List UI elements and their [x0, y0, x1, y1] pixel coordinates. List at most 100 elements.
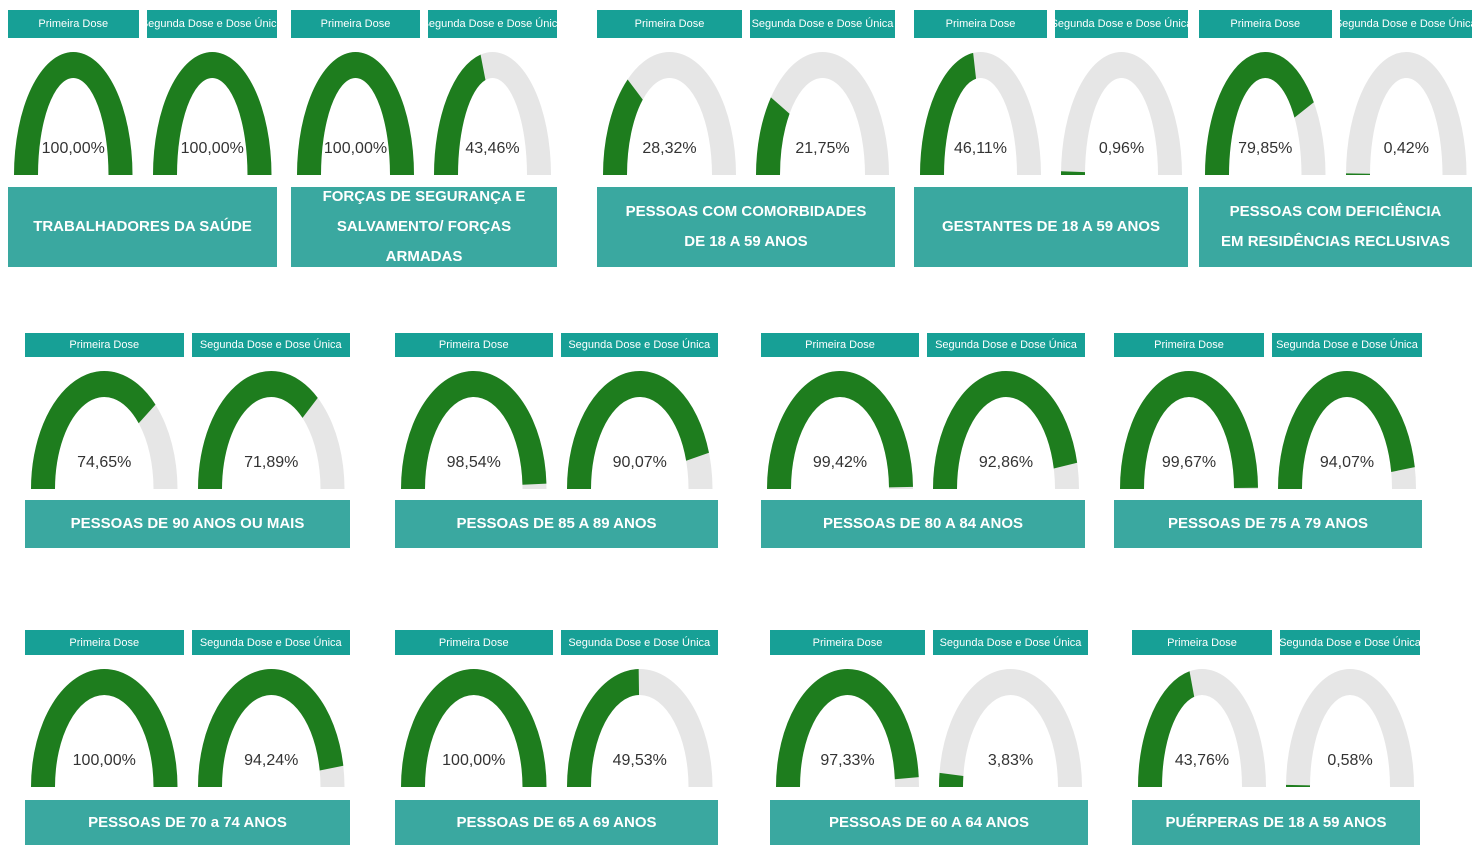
gauge-value	[1286, 784, 1311, 787]
gauge-value	[566, 370, 709, 489]
dose-header: Segunda Dose e Dose Única	[1339, 10, 1472, 38]
dose-header: Segunda Dose e Dose Única	[927, 333, 1085, 357]
dose-header: Primeira Dose	[597, 10, 742, 38]
gauge-track	[939, 669, 1082, 787]
gauge: 0,96%	[1061, 52, 1182, 175]
gauge-value	[756, 97, 790, 175]
gauge-group: Primeira Dose 99,67% Segunda Dose e Dose Ú…	[1114, 333, 1422, 548]
dose-header: Segunda Dose e Dose Única	[560, 630, 718, 655]
value-label: 43,46%	[465, 140, 519, 157]
value-label: 100,00%	[73, 752, 136, 769]
dose-header: Segunda Dose e Dose Única	[428, 10, 557, 38]
value-label: 74,65%	[77, 454, 131, 471]
value-label: 92,86%	[979, 454, 1033, 471]
value-label: 99,67%	[1162, 454, 1216, 471]
gauge-value	[603, 79, 643, 175]
gauge-value	[776, 668, 919, 787]
gauge-group: Primeira Dose 74,65% Segunda Dose e Dose Ú…	[25, 333, 350, 548]
gauge: 21,75%	[756, 52, 889, 175]
dose-header: Primeira Dose	[914, 10, 1047, 38]
dose-header: Primeira Dose	[395, 630, 553, 655]
dose-header: Segunda Dose e Dose Única	[1280, 630, 1420, 655]
gauge-group: Primeira Dose 79,85% Segunda Dose e Dose Ú…	[1199, 10, 1472, 267]
gauge-value	[197, 668, 343, 787]
dose-header: Primeira Dose	[25, 333, 184, 357]
gauge: 0,58%	[1286, 669, 1414, 787]
gauge: 0,42%	[1345, 52, 1466, 175]
gauge: 99,42%	[767, 371, 913, 489]
value-label: 0,58%	[1327, 752, 1372, 769]
gauge: 94,24%	[197, 668, 344, 787]
gauge-value	[1345, 173, 1370, 175]
gauge-value	[31, 371, 156, 489]
gauge-value	[1278, 370, 1415, 489]
gauge: 28,32%	[603, 52, 736, 175]
gauge: 100,00%	[152, 52, 271, 175]
dose-header: Segunda Dose e Dose Única	[750, 10, 895, 38]
dose-header: Primeira Dose	[291, 10, 420, 38]
gauge: 97,33%	[776, 668, 919, 787]
dose-header: Primeira Dose	[395, 333, 553, 357]
gauge-value	[197, 371, 318, 489]
group-title: GESTANTES DE 18 A 59 ANOS	[914, 187, 1188, 267]
gauge-value	[1061, 171, 1086, 175]
value-label: 100,00%	[324, 140, 387, 157]
gauge: 100,00%	[401, 669, 547, 787]
gauge: 43,76%	[1138, 669, 1266, 787]
gauge: 100,00%	[14, 52, 133, 175]
gauge-value	[1205, 51, 1314, 175]
dose-header: Segunda Dose e Dose Única	[1272, 333, 1422, 357]
gauge: 90,07%	[566, 370, 712, 489]
value-label: 3,83%	[988, 752, 1033, 769]
dose-header: Primeira Dose	[1132, 630, 1272, 655]
gauge-value	[31, 669, 178, 787]
dose-header: Segunda Dose e Dose Única	[191, 630, 350, 655]
gauge-group: Primeira Dose 28,32% Segunda Dose e Dose Ú…	[597, 10, 895, 267]
value-label: 98,54%	[447, 454, 501, 471]
value-label: 71,89%	[244, 454, 298, 471]
group-title: PESSOAS DE 75 A 79 ANOS	[1114, 500, 1422, 548]
dose-header: Segunda Dose e Dose Única	[146, 10, 277, 38]
value-label: 94,24%	[244, 752, 298, 769]
gauge-group: Primeira Dose 97,33% Segunda Dose e Dose Ú…	[770, 630, 1088, 845]
gauge-value	[1120, 370, 1258, 489]
gauge-track	[756, 52, 889, 175]
value-label: 43,76%	[1175, 752, 1229, 769]
gauge: 92,86%	[933, 371, 1079, 489]
dose-header: Primeira Dose	[8, 10, 139, 38]
gauge: 3,83%	[939, 669, 1082, 787]
gauge: 46,11%	[920, 52, 1041, 176]
gauge-group: Primeira Dose 46,11% Segunda Dose e Dose Ú…	[914, 10, 1188, 267]
gauge-value	[933, 371, 1078, 489]
value-label: 46,11%	[954, 140, 1007, 157]
gauge: 74,65%	[31, 371, 178, 489]
gauge-value	[401, 370, 547, 489]
gauge: 79,85%	[1205, 51, 1326, 175]
dose-header: Primeira Dose	[1199, 10, 1332, 38]
gauge-track	[1061, 52, 1182, 175]
gauge-value	[152, 52, 271, 175]
group-title: PESSOAS DE 85 A 89 ANOS	[395, 500, 718, 548]
gauge-value	[401, 669, 547, 787]
value-label: 97,33%	[820, 752, 874, 769]
gauge: 71,89%	[197, 371, 344, 489]
dose-header: Segunda Dose e Dose Única	[933, 630, 1088, 655]
group-title: PESSOAS DE 65 A 69 ANOS	[395, 800, 718, 845]
value-label: 90,07%	[612, 454, 666, 471]
gauge-value	[566, 669, 639, 787]
group-title: PESSOAS DE 70 a 74 ANOS	[25, 800, 350, 845]
gauge: 49,53%	[566, 669, 712, 787]
value-label: 100,00%	[180, 140, 243, 157]
gauge-value	[1138, 671, 1195, 787]
gauge-group: Primeira Dose 43,76% Segunda Dose e Dose Ú…	[1132, 630, 1420, 845]
gauge-group: Primeira Dose 99,42% Segunda Dose e Dose Ú…	[761, 333, 1085, 548]
group-title: PESSOAS COM COMORBIDADES DE 18 A 59 ANOS	[597, 187, 895, 267]
gauge-group: Primeira Dose 100,00% Segunda Dose e Dose …	[25, 630, 350, 845]
group-title: FORÇAS DE SEGURANÇA E SALVAMENTO/ FORÇAS…	[291, 187, 557, 267]
dose-header: Primeira Dose	[1114, 333, 1264, 357]
gauge-value	[920, 52, 977, 176]
group-title: PUÉRPERAS DE 18 A 59 ANOS	[1132, 800, 1420, 845]
value-label: 49,53%	[612, 752, 666, 769]
gauge: 100,00%	[31, 669, 178, 787]
